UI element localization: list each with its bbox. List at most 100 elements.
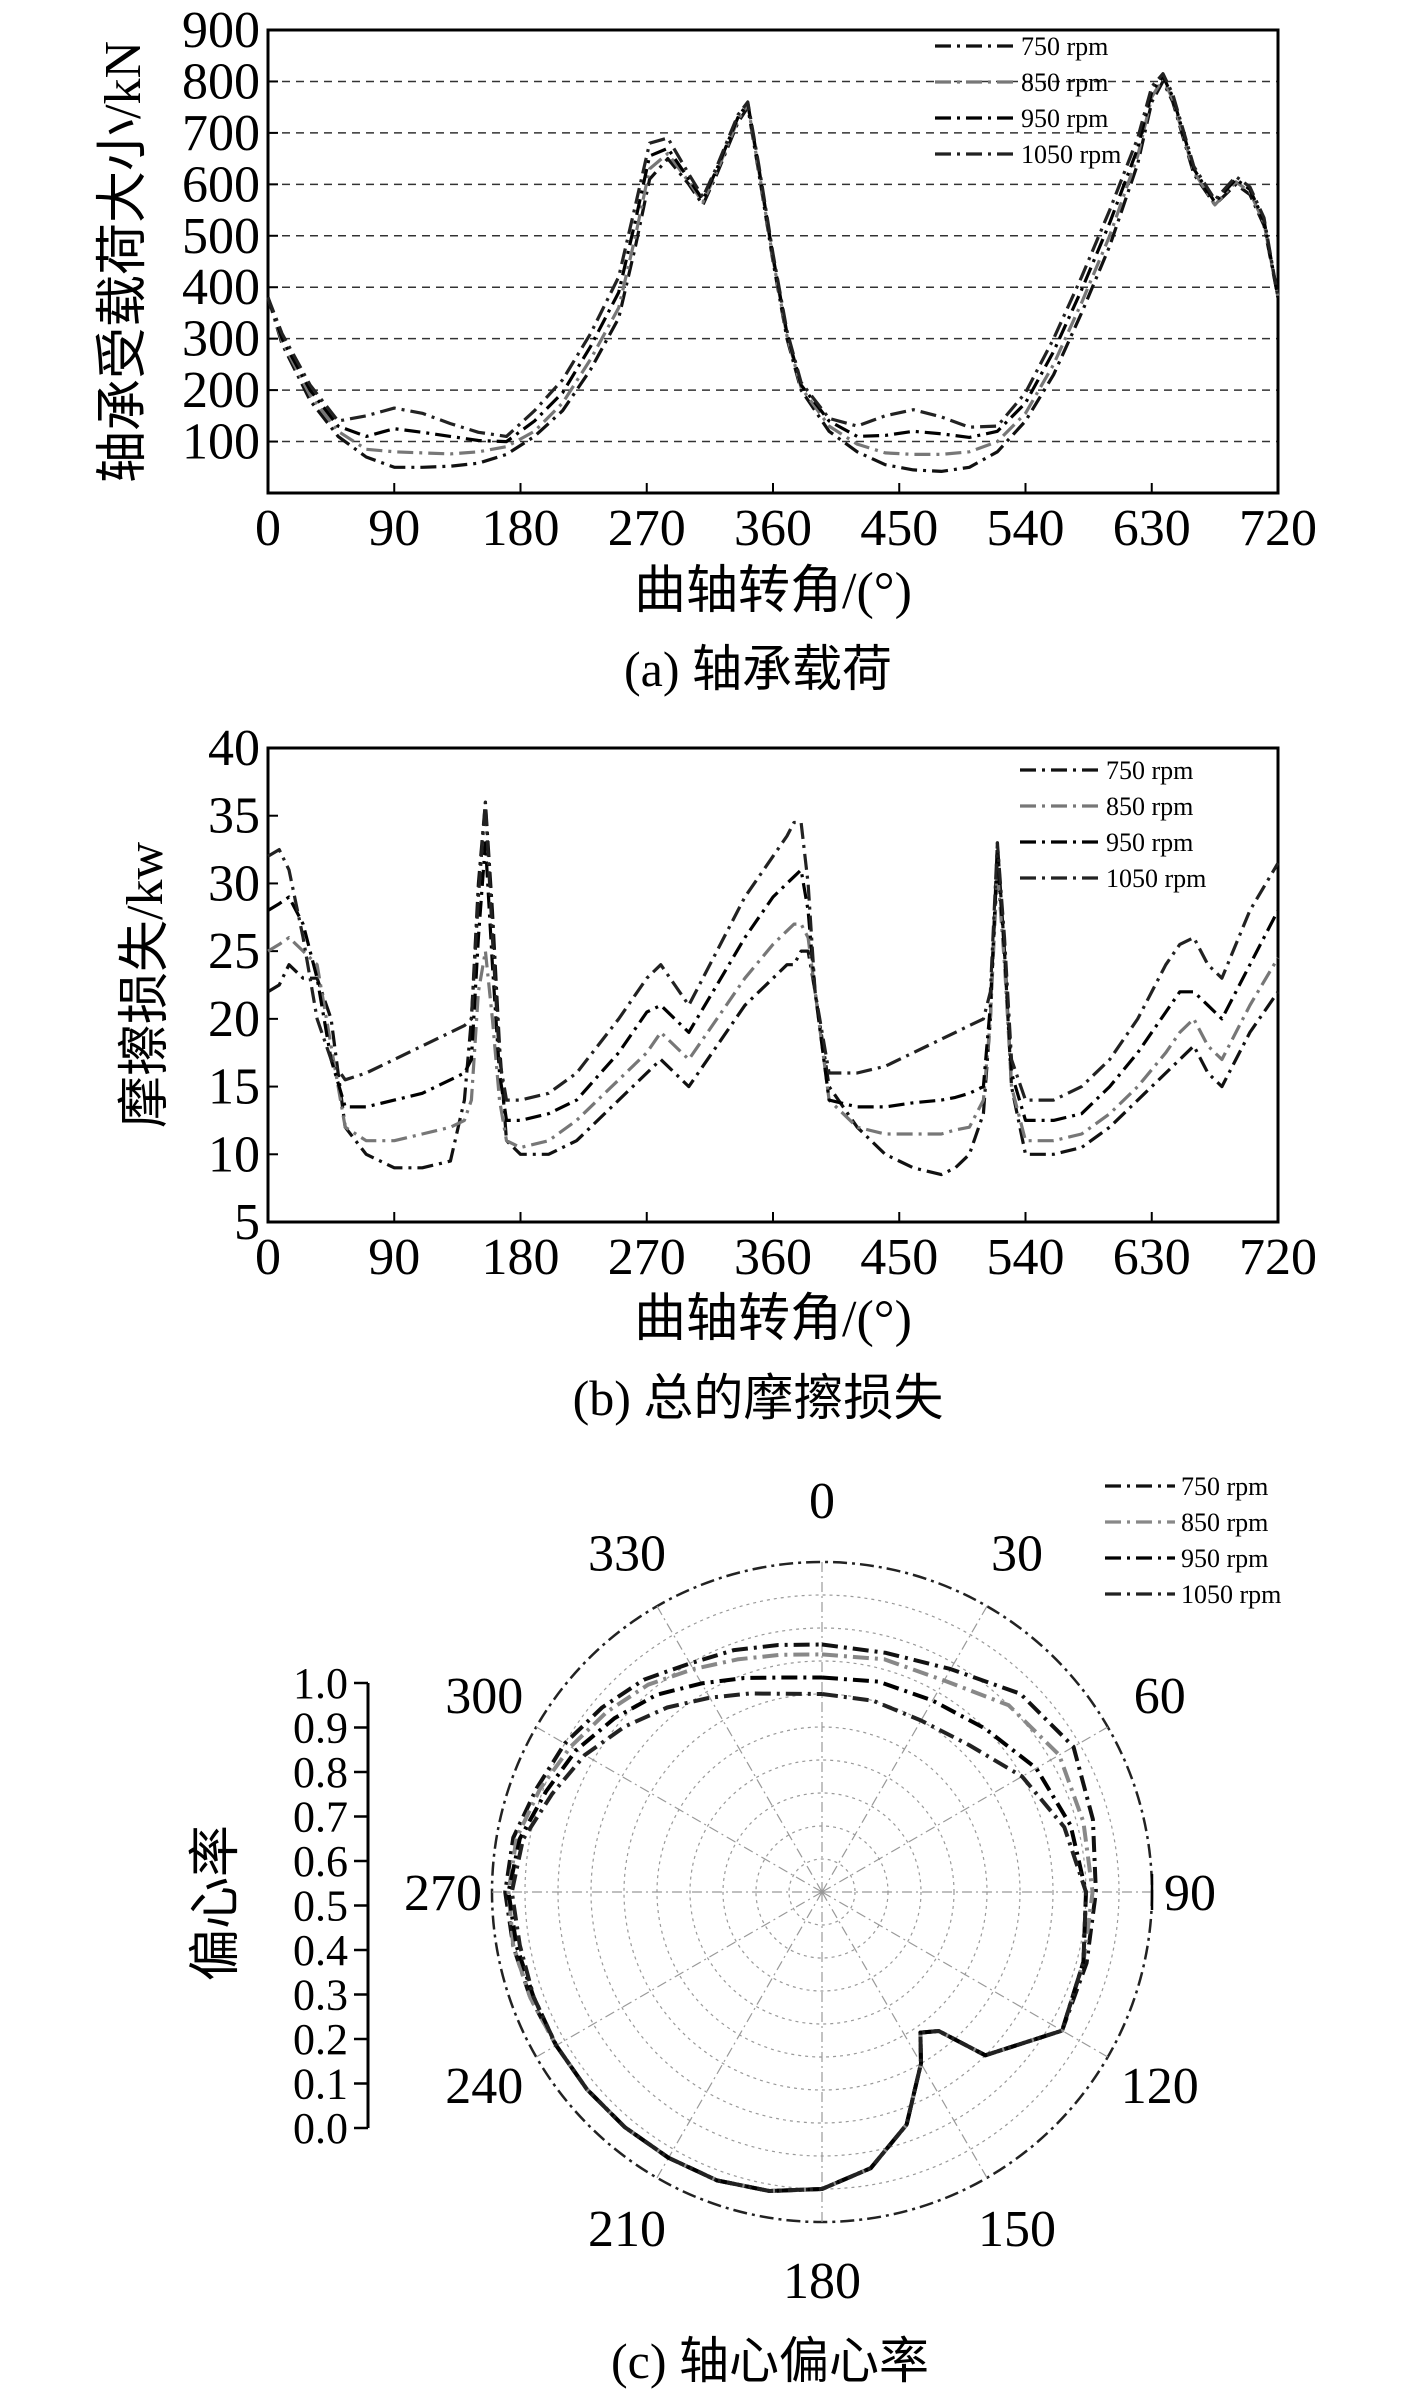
legend-label: 1050 rpm <box>1021 140 1121 169</box>
polar-ring <box>788 1858 856 1926</box>
a-series <box>266 72 1280 473</box>
radial-tick-label: 0.2 <box>293 2015 348 2064</box>
angle-label: 210 <box>588 2201 666 2258</box>
legend-label: 950 rpm <box>1181 1544 1268 1573</box>
series-line-750-rpm <box>267 800 1280 1177</box>
radial-tick-label: 0.4 <box>293 1926 348 1975</box>
angle-label: 120 <box>1121 2058 1199 2115</box>
polar-spoke <box>656 1891 823 2179</box>
y-tick-label: 10 <box>208 1126 260 1183</box>
radial-tick-label: 0.3 <box>293 1971 348 2020</box>
x-tick-label: 90 <box>368 500 420 557</box>
x-tick-label: 180 <box>482 1229 560 1286</box>
b-y-axis-title: 摩擦损失/kw <box>117 842 174 1128</box>
polar-ring <box>590 1660 1054 2124</box>
radial-tick-label: 0.7 <box>293 1793 348 1842</box>
angle-label: 0 <box>809 1473 835 1530</box>
radial-tick-label: 0.1 <box>293 2060 348 2109</box>
legend-label: 850 rpm <box>1181 1508 1268 1537</box>
series-line-850-rpm <box>266 77 1280 456</box>
angle-label: 270 <box>404 1865 482 1922</box>
angle-label: 30 <box>991 1525 1043 1582</box>
polar-spoke <box>821 1605 988 1893</box>
legend-label: 750 rpm <box>1021 32 1108 61</box>
b-series <box>267 800 1280 1177</box>
x-tick-label: 450 <box>860 500 938 557</box>
b-x-axis-title: 曲轴转角/(°) <box>634 1291 912 1348</box>
angle-label: 60 <box>1134 1668 1186 1725</box>
legend-label: 1050 rpm <box>1181 1580 1281 1609</box>
b-legend: 750 rpm 850 rpm 950 rpm 1050 rpm <box>1020 756 1206 893</box>
x-tick-label: 360 <box>734 500 812 557</box>
y-tick-label: 40 <box>208 720 260 777</box>
x-tick-label: 720 <box>1239 1229 1317 1286</box>
radial-tick-label: 0.0 <box>293 2104 348 2153</box>
x-tick-label: 180 <box>482 500 560 557</box>
y-tick-label: 15 <box>208 1059 260 1116</box>
radial-tick-label: 0.6 <box>293 1837 348 1886</box>
c-y-axis-title: 偏心率 <box>188 1825 245 1981</box>
x-tick-label: 450 <box>860 1229 938 1286</box>
b-ticks: 0 90 180 270 360 450 540 630 720 5 10 15 20 25 30 35 40 <box>208 720 1317 1286</box>
c-caption: (c) 轴心偏心率 <box>611 2333 929 2389</box>
x-tick-label: 0 <box>255 500 281 557</box>
x-tick-label: 90 <box>368 1229 420 1286</box>
polar-spoke <box>821 1726 1109 1893</box>
a-x-axis-title: 曲轴转角/(°) <box>634 563 912 620</box>
series-line-850-rpm <box>267 868 1280 1150</box>
c-radial-axis: 0.00.10.20.30.40.50.60.70.80.91.0 <box>293 1659 370 2153</box>
legend-label: 1050 rpm <box>1106 864 1206 893</box>
y-tick-label: 35 <box>208 788 260 845</box>
c-series <box>503 1642 1098 2193</box>
angle-label: 330 <box>588 1525 666 1582</box>
x-tick-label: 360 <box>734 1229 812 1286</box>
angle-label: 150 <box>978 2201 1056 2258</box>
y-tick-label: 100 <box>182 414 260 471</box>
polar-ring <box>722 1792 922 1992</box>
y-tick-label: 300 <box>182 311 260 368</box>
a-legend: 750 rpm 850 rpm 950 rpm 1050 rpm <box>935 32 1121 169</box>
x-tick-label: 540 <box>987 1229 1065 1286</box>
y-tick-label: 5 <box>234 1194 260 1251</box>
radial-tick-label: 0.5 <box>293 1882 348 1931</box>
x-tick-label: 720 <box>1239 500 1317 557</box>
polar-series-1050-rpm <box>509 1691 1088 2193</box>
series-line-1050-rpm <box>267 800 1280 1102</box>
a-y-axis-title: 轴承受载荷大小/kN <box>95 41 152 483</box>
y-tick-label: 800 <box>182 53 260 110</box>
y-tick-label: 400 <box>182 259 260 316</box>
legend-label: 850 rpm <box>1021 68 1108 97</box>
radial-tick-label: 0.9 <box>293 1704 348 1753</box>
polar-spoke <box>535 1726 823 1893</box>
angle-label: 240 <box>445 2058 523 2115</box>
angle-label: 90 <box>1164 1865 1216 1922</box>
panel-a-bearing-load: 0 90 180 270 360 450 540 630 720 1002003004005006… <box>95 2 1317 697</box>
y-tick-label: 900 <box>182 2 260 59</box>
x-tick-label: 630 <box>1113 500 1191 557</box>
legend-label: 950 rpm <box>1021 104 1108 133</box>
panel-b-friction-loss: 0 90 180 270 360 450 540 630 720510152025303540 … <box>117 720 1317 1426</box>
legend-label: 750 rpm <box>1106 756 1193 785</box>
angle-label: 180 <box>783 2253 861 2310</box>
legend-label: 750 rpm <box>1181 1472 1268 1501</box>
polar-series-750-rpm <box>503 1642 1098 2193</box>
x-tick-label: 630 <box>1113 1229 1191 1286</box>
a-caption: (a) 轴承载荷 <box>624 641 892 697</box>
c-angle-labels: 0 30 60 90 120 150 180 210 240 270 300 330 <box>404 1473 1216 2310</box>
radial-tick-label: 0.8 <box>293 1748 348 1797</box>
y-tick-label: 600 <box>182 156 260 213</box>
polar-ring <box>689 1759 955 2025</box>
y-tick-label: 30 <box>208 855 260 912</box>
x-tick-label: 0 <box>255 1229 281 1286</box>
polar-spoke <box>535 1891 823 2058</box>
polar-spoke <box>821 1891 1109 2058</box>
y-tick-label: 500 <box>182 208 260 265</box>
a-ticks: 0 90 180 270 360 450 540 630 720 1002003004005006… <box>182 2 1317 557</box>
c-legend: 750 rpm 850 rpm 950 rpm 1050 rpm <box>1105 1472 1281 1609</box>
y-tick-label: 700 <box>182 105 260 162</box>
x-tick-label: 270 <box>608 1229 686 1286</box>
a-grid <box>268 80 1278 443</box>
polar-spoke <box>821 1891 988 2179</box>
